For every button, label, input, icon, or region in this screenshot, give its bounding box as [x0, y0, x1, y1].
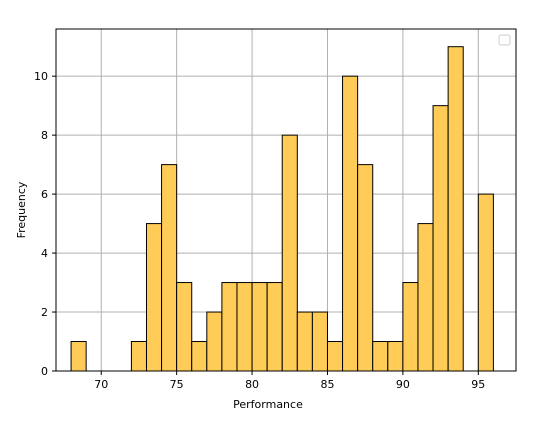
histogram-bar — [191, 341, 208, 372]
plot-area-frame — [55, 28, 517, 372]
histogram-bar — [372, 341, 389, 372]
histogram-bar — [477, 193, 494, 372]
histogram-bar — [326, 341, 344, 372]
histogram-bar — [161, 164, 178, 372]
y-axis-label: Frequency — [15, 181, 28, 238]
histogram-bar — [176, 282, 193, 372]
y-tick-label: 2 — [41, 306, 48, 319]
histogram-bar — [266, 282, 283, 372]
histogram-bar — [236, 282, 253, 372]
legend-box — [498, 34, 511, 46]
y-tick-label: 10 — [34, 70, 48, 83]
y-tick-label: 6 — [41, 188, 48, 201]
histogram-bar — [357, 164, 374, 372]
histogram-bar — [251, 282, 268, 372]
histogram-bar — [311, 311, 328, 372]
histogram-bar — [70, 341, 87, 372]
histogram-bar — [206, 311, 223, 372]
histogram-bar — [402, 282, 419, 372]
histogram-bar — [221, 282, 238, 372]
y-tick-label: 4 — [41, 247, 48, 260]
histogram-bar — [447, 46, 464, 372]
x-tick-label: 85 — [320, 378, 334, 391]
histogram-bar — [417, 223, 434, 372]
x-tick-label: 95 — [471, 378, 485, 391]
y-axis-ticks: 0 2 4 6 8 10 — [34, 70, 56, 378]
histogram-bar — [281, 134, 298, 372]
x-tick-label: 75 — [170, 378, 184, 391]
histogram-bar — [342, 75, 359, 372]
histogram-bar — [387, 341, 404, 372]
x-tick-label: 70 — [94, 378, 108, 391]
x-tick-label: 80 — [245, 378, 259, 391]
histogram-bar — [130, 341, 147, 372]
histogram-bar — [145, 223, 163, 372]
x-axis-label: Performance — [233, 398, 303, 411]
y-tick-label: 8 — [41, 129, 48, 142]
x-axis-ticks: 70 75 80 85 90 95 — [94, 371, 485, 391]
histogram-bar — [296, 311, 313, 372]
histogram-bar — [432, 105, 449, 372]
x-tick-label: 90 — [396, 378, 410, 391]
y-tick-label: 0 — [41, 365, 48, 378]
histogram-bars — [70, 46, 494, 372]
